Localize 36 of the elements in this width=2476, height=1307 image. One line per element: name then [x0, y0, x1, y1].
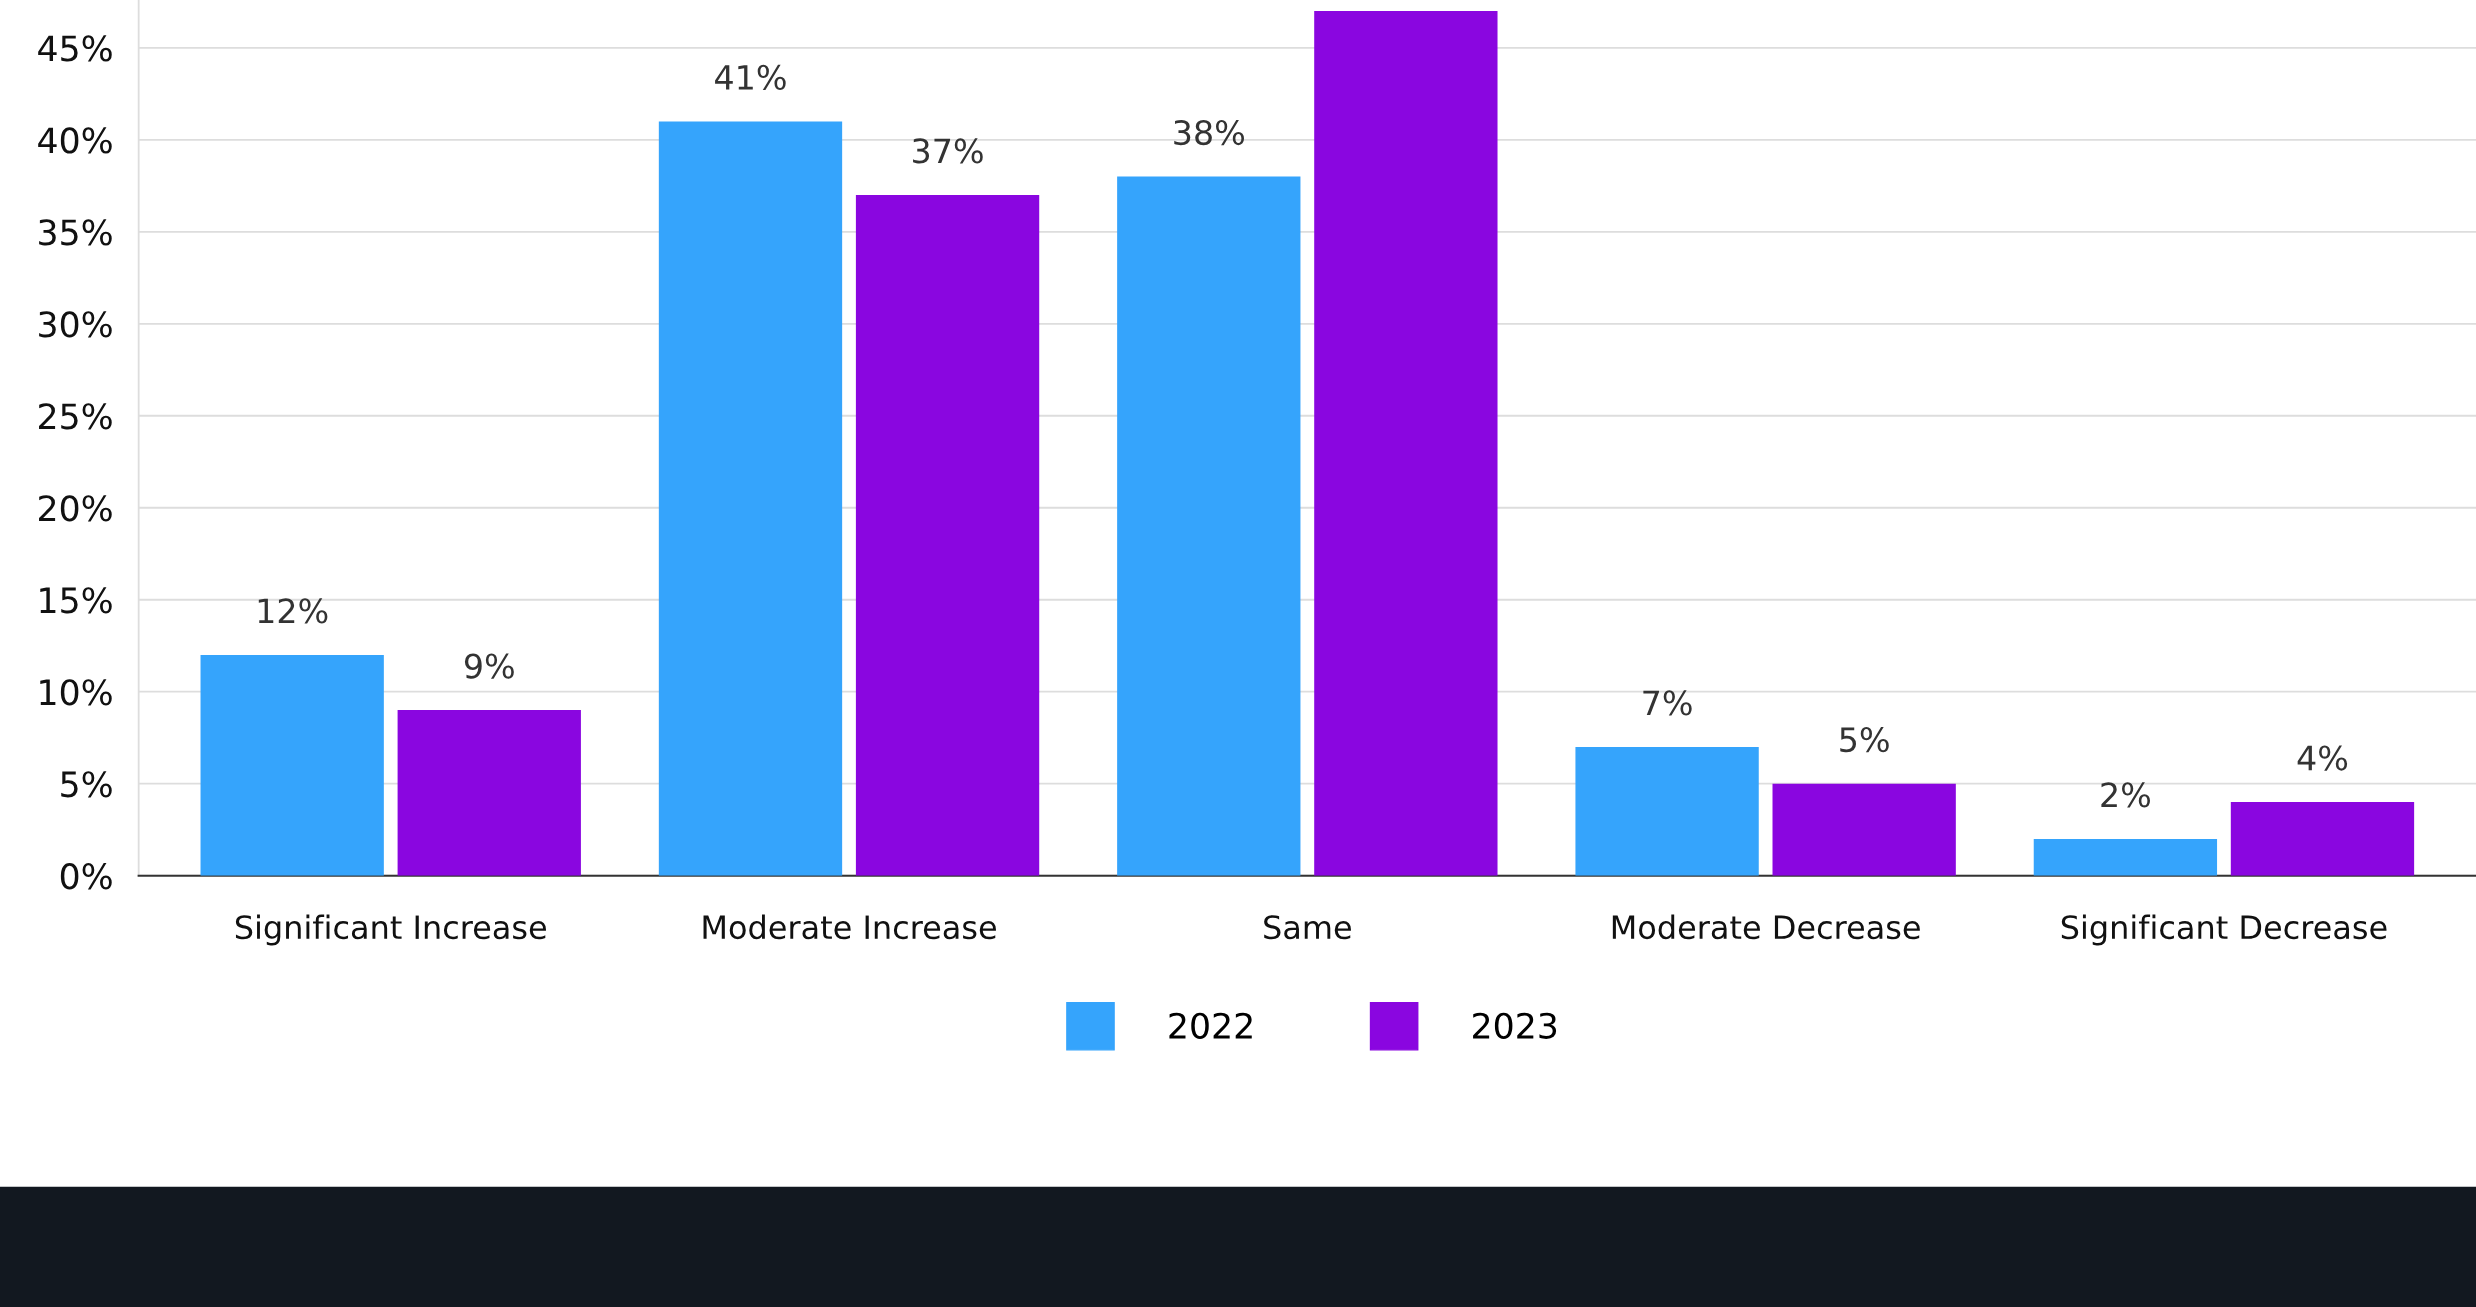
bar — [1314, 11, 1498, 876]
y-tick-label: 0% — [60, 863, 112, 890]
legend-label: 2022 — [1169, 1012, 1252, 1039]
y-tick-label: 15% — [40, 587, 112, 614]
y-tick-label: 40% — [38, 127, 112, 154]
data-label: 9% — [464, 653, 514, 679]
data-label: 38% — [1174, 119, 1244, 146]
y-tick-label: 35% — [39, 219, 112, 246]
y-tick-label: 25% — [39, 403, 112, 430]
y-tick-label: 30% — [39, 311, 112, 338]
y-tick-label: 45% — [38, 35, 112, 62]
bar — [658, 121, 843, 876]
bar — [2033, 838, 2218, 876]
legend-label: 2023 — [1473, 1012, 1557, 1039]
bar — [200, 654, 384, 876]
x-tick-label: Moderate Decrease — [1612, 914, 1920, 940]
data-label: 37% — [913, 138, 983, 164]
y-tick-label: 20% — [39, 495, 112, 522]
x-tick-label: Moderate Increase — [703, 914, 996, 940]
x-tick-label: Significant Decrease — [2061, 914, 2387, 946]
bar — [1117, 176, 1301, 876]
bar — [1575, 746, 1759, 876]
bar — [397, 710, 581, 876]
data-label: 2% — [2101, 782, 2150, 808]
bar — [2230, 802, 2415, 876]
y-tick-label: 10% — [40, 679, 112, 706]
data-label: 7% — [1643, 690, 1692, 716]
y-tick-label: 5% — [61, 771, 112, 798]
data-label: 41% — [715, 64, 786, 90]
data-label: 5% — [1840, 727, 1889, 753]
data-label: 12% — [258, 598, 328, 624]
bar — [855, 195, 1040, 876]
x-tick-label: Significant Increase — [235, 914, 546, 946]
bar — [1772, 783, 1956, 876]
x-tick-label: Same — [1264, 915, 1351, 940]
data-label: 4% — [2297, 745, 2348, 771]
